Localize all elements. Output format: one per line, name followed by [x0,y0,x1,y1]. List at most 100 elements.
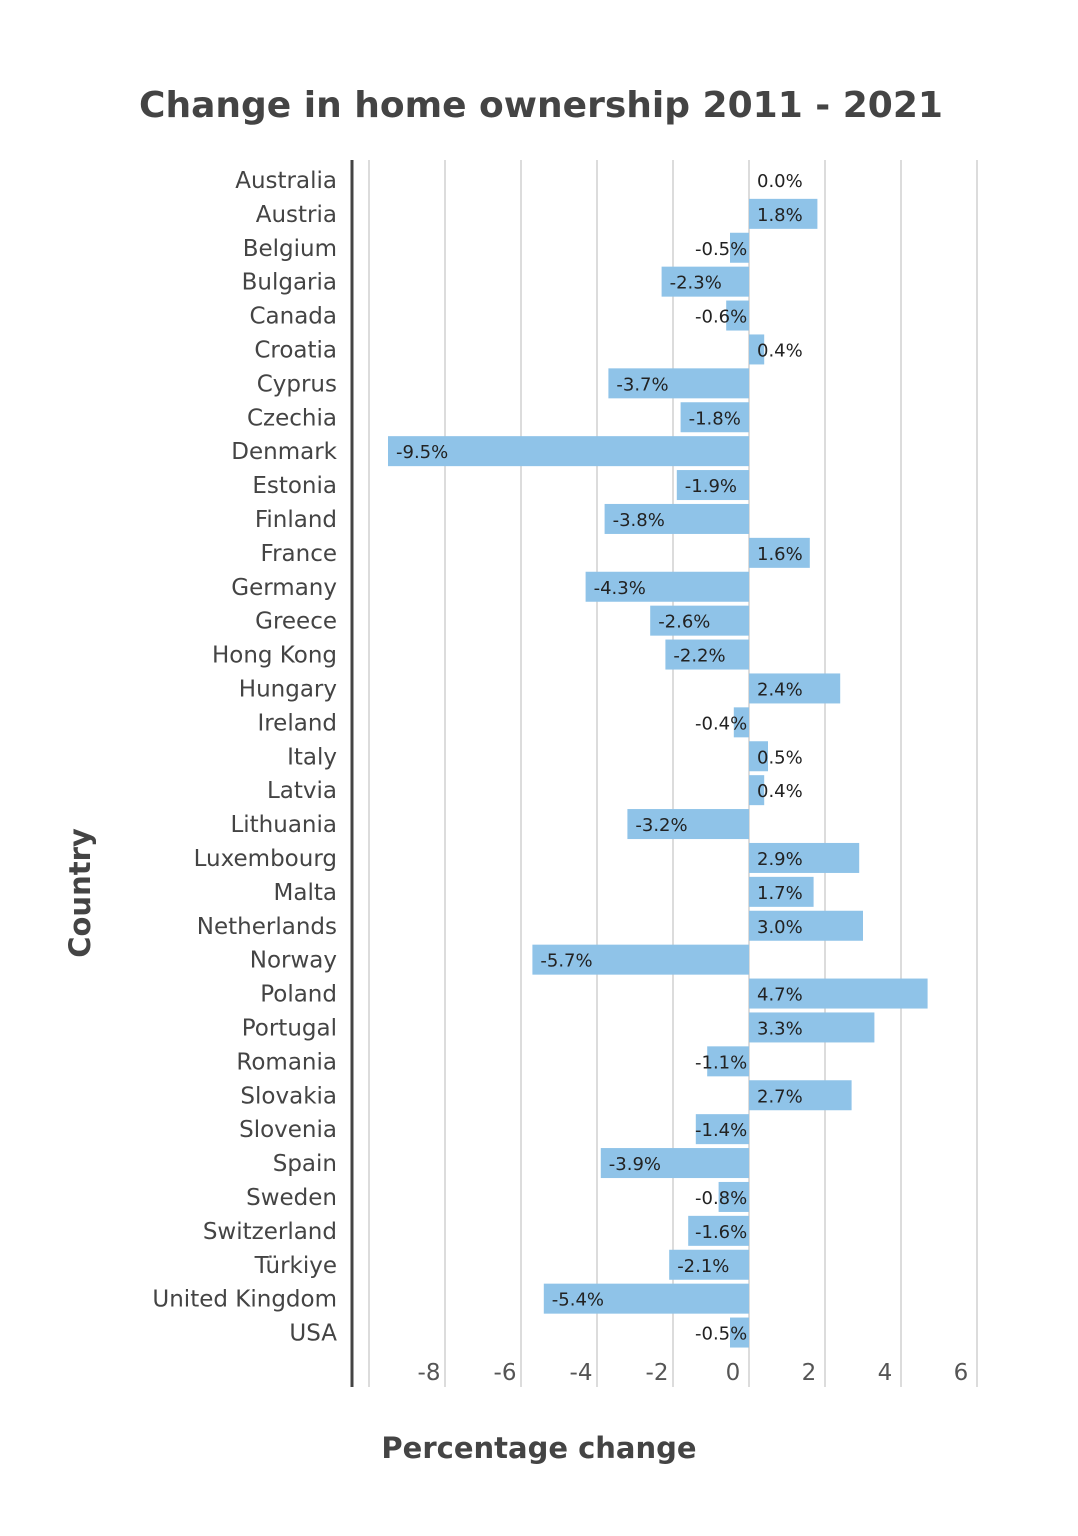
bar [749,334,765,365]
data-label: -2.1% [677,1256,729,1277]
category-label: Ireland [257,710,337,736]
category-label: Romania [236,1049,337,1075]
category-label: Italy [287,744,337,770]
category-label: Spain [273,1151,337,1177]
bar [680,402,749,433]
data-label: 0.0% [757,171,803,192]
category-label: Slovenia [239,1117,337,1143]
data-label: -4.3% [594,578,646,599]
data-label: -1.6% [695,1222,747,1243]
category-label: Denmark [231,439,337,465]
category-label: Netherlands [197,914,337,940]
bar [661,266,749,297]
data-label: -2.6% [658,612,710,633]
data-label: 1.6% [757,544,803,565]
chart-title: Change in home ownership 2011 - 2021 [139,85,943,126]
x-tick-label: -2 [646,1360,669,1386]
data-label: -0.5% [695,1324,747,1345]
data-label: 2.9% [757,849,803,870]
category-label: Portugal [242,1015,337,1041]
bar [726,300,749,331]
data-label: -0.4% [695,713,747,734]
bar [749,537,810,568]
data-label: 0.4% [757,781,803,802]
category-label: Greece [255,609,337,635]
data-label: 2.7% [757,1086,803,1107]
x-tick-label: -4 [570,1360,593,1386]
bar [733,707,749,738]
bar [749,876,814,907]
data-label: -3.7% [616,374,668,395]
category-label: Hungary [239,676,337,702]
bar [695,1114,749,1145]
category-label: Hong Kong [212,643,337,669]
bar [749,1012,875,1043]
bar [650,605,749,636]
category-label: Bulgaria [242,270,337,296]
category-label: Lithuania [230,812,337,838]
bar [608,368,749,399]
bar [604,503,749,534]
bar [627,809,749,840]
bar [688,1215,749,1246]
bar [749,741,768,772]
bar [749,198,818,229]
category-label: Poland [260,982,337,1008]
category-label: Malta [274,880,337,906]
bar [749,775,765,806]
data-label: -5.7% [540,951,592,972]
bar [669,1249,749,1280]
bar [585,571,749,602]
data-label: -1.4% [695,1120,747,1141]
data-label: -1.9% [685,476,737,497]
data-label: 4.7% [757,985,803,1006]
x-tick-label: -8 [418,1360,441,1386]
category-label: United Kingdom [152,1287,337,1313]
data-label: -1.8% [689,408,741,429]
bar [676,470,749,501]
data-label: -9.5% [396,442,448,463]
data-label: -0.8% [695,1188,747,1209]
data-label: 3.0% [757,917,803,938]
category-label: France [261,541,337,567]
bar [543,1283,749,1314]
bar [749,910,863,941]
bar [749,673,841,704]
bar [600,1148,749,1179]
bar [718,1181,749,1212]
data-label: -2.3% [670,273,722,294]
category-label: Slovakia [240,1083,337,1109]
x-tick-label: 6 [954,1360,969,1386]
data-label: 1.7% [757,883,803,904]
category-label: Czechia [247,405,337,431]
data-label: -2.2% [673,646,725,667]
x-tick-label: -6 [494,1360,517,1386]
x-tick-label: 4 [878,1360,893,1386]
category-label: Belgium [243,236,337,262]
bar [730,1317,749,1348]
category-label: Norway [250,948,337,974]
x-tick-label: 2 [802,1360,817,1386]
category-label: Switzerland [203,1219,337,1245]
category-label: Luxembourg [194,846,337,872]
category-label: Cyprus [257,371,337,397]
bar [532,944,749,975]
bar [749,842,860,873]
data-label: -3.9% [609,1154,661,1175]
category-label: Latvia [267,778,337,804]
data-label: 1.8% [757,205,803,226]
data-label: 0.5% [757,747,803,768]
bar [707,1046,749,1077]
data-label: -3.8% [613,510,665,531]
category-label: Finland [255,507,337,533]
category-label: USA [289,1321,337,1347]
data-label: -5.4% [552,1290,604,1311]
category-label: Croatia [254,337,337,363]
category-label: Australia [235,168,337,194]
category-label: Sweden [246,1185,337,1211]
bar [749,978,928,1009]
x-tick-label: 0 [726,1360,741,1386]
data-label: -0.6% [695,307,747,328]
data-label: 2.4% [757,679,803,700]
